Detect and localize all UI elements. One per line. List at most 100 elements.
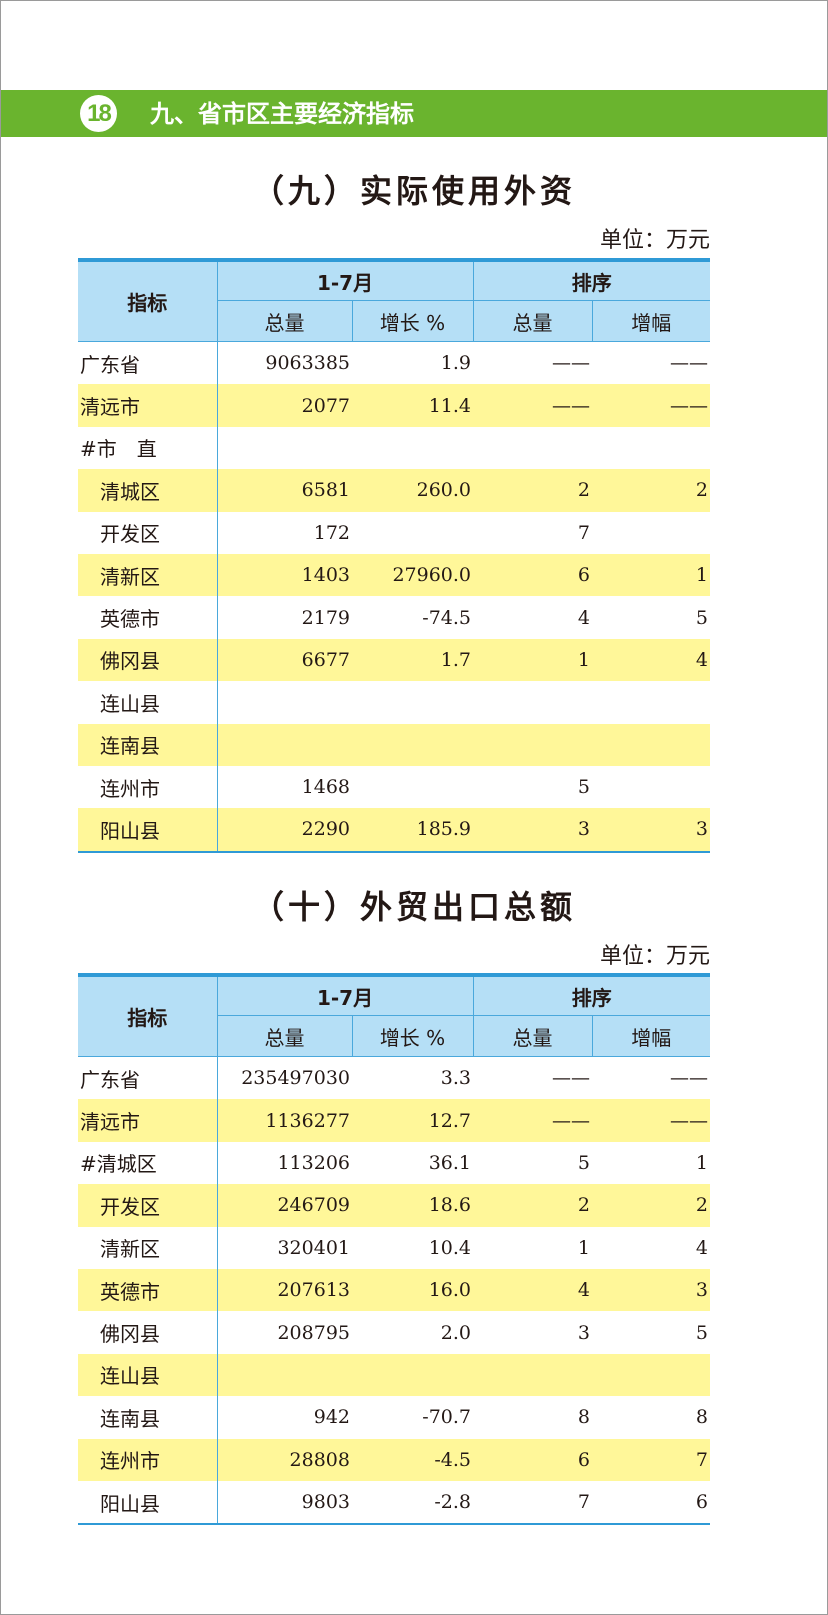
cell-rank-total: 2 bbox=[473, 1184, 593, 1227]
row-label: 开发区 bbox=[78, 511, 218, 554]
cell-total: 6581 bbox=[217, 469, 352, 512]
cell-rank-total: 8 bbox=[577, 1406, 591, 1429]
header-rank: 排序 bbox=[472, 258, 711, 301]
row-label: 清远市 bbox=[78, 384, 218, 427]
row-label: 清新区 bbox=[78, 1226, 218, 1269]
row-label: 阳山县 bbox=[78, 808, 218, 853]
cell-rank-total: 3 bbox=[473, 808, 593, 853]
cell-total: 320401 bbox=[277, 1236, 350, 1259]
cell-total: 2077 bbox=[217, 384, 352, 427]
row-label: 英德市 bbox=[78, 1268, 218, 1312]
cell-rank-growth: 4 bbox=[592, 638, 711, 682]
row-label: 广东省 bbox=[78, 1056, 218, 1100]
cell-rank-total: 5 bbox=[577, 776, 591, 799]
cell-rank-growth: 5 bbox=[695, 1321, 709, 1344]
row-label: 连州市 bbox=[78, 1438, 218, 1481]
row-label: 连南县 bbox=[78, 723, 218, 766]
table-row: 佛冈县 208795 2.0 3 5 bbox=[78, 1311, 710, 1354]
table-row: #清城区 113206 36.1 5 1 bbox=[78, 1141, 710, 1185]
cell-rank-total: —— bbox=[473, 384, 593, 427]
cell-rank-growth: 1 bbox=[592, 553, 711, 597]
cell-total: 1403 bbox=[217, 553, 352, 597]
cell-rank-growth bbox=[592, 427, 710, 469]
cell-growth bbox=[352, 427, 473, 469]
export-table: 指标 1-7月 排序 总量 增长 % 总量 增幅 广东省 235497030 3.3 —— —— 清远市… bbox=[78, 973, 711, 1526]
cell-growth: 12.7 bbox=[352, 1099, 474, 1142]
table-row: 清新区 320401 10.4 1 4 bbox=[78, 1226, 710, 1269]
fdi-table: 指标 1-7月 排序 总量 增长 % 总量 增幅 广东省 9063385 1.9 —— —— 清远市 20… bbox=[78, 258, 711, 853]
cell-rank-growth: 1 bbox=[695, 1151, 709, 1174]
cell-total bbox=[217, 681, 352, 723]
cell-total bbox=[217, 723, 352, 766]
header-rank: 排序 bbox=[472, 973, 711, 1016]
cell-growth: 27960.0 bbox=[352, 553, 474, 597]
cell-total: 172 bbox=[313, 521, 350, 544]
cell-growth: -74.5 bbox=[422, 606, 472, 629]
cell-rank-total: 6 bbox=[473, 1438, 593, 1481]
cell-rank-total: 1 bbox=[473, 638, 593, 682]
cell-growth: -4.5 bbox=[352, 1438, 474, 1481]
cell-rank-total: 1 bbox=[577, 1236, 591, 1259]
cell-total: 9803 bbox=[217, 1480, 352, 1526]
row-label: #市 直 bbox=[78, 426, 218, 470]
cell-growth bbox=[352, 681, 473, 723]
row-label: 英德市 bbox=[78, 596, 218, 639]
cell-rank-total: 5 bbox=[577, 1151, 591, 1174]
cell-total: 113206 bbox=[277, 1151, 350, 1174]
cell-rank-total bbox=[473, 723, 593, 766]
unit-label-export: 单位：万元 bbox=[599, 944, 710, 969]
cell-rank-total: —— bbox=[473, 1099, 593, 1142]
cell-rank-growth bbox=[592, 681, 710, 723]
cell-rank-growth: 3 bbox=[592, 1268, 711, 1312]
table-row: 清远市 1136277 12.7 —— —— bbox=[78, 1099, 711, 1142]
table-row: 连山县 bbox=[78, 681, 710, 724]
row-label: 连山县 bbox=[78, 1353, 218, 1397]
row-label: 连州市 bbox=[78, 765, 218, 809]
cell-rank-total: 4 bbox=[473, 1268, 593, 1312]
cell-total bbox=[217, 1353, 352, 1397]
cell-growth: 10.4 bbox=[428, 1236, 472, 1259]
cell-total bbox=[217, 427, 352, 469]
header-total: 总量 bbox=[217, 1015, 353, 1057]
cell-growth: 1.9 bbox=[440, 352, 472, 375]
cell-growth bbox=[352, 723, 474, 766]
cell-rank-total: 4 bbox=[577, 606, 591, 629]
cell-rank-growth: —— bbox=[670, 1067, 709, 1090]
table-row: 阳山县 9803 -2.8 7 6 bbox=[78, 1480, 711, 1526]
table-row: 开发区 172 7 bbox=[78, 511, 710, 554]
header-period: 1-7月 bbox=[216, 973, 474, 1016]
table-row: 广东省 9063385 1.9 —— —— bbox=[78, 341, 710, 385]
cell-rank-growth: 2 bbox=[592, 1184, 711, 1227]
row-label: 佛冈县 bbox=[78, 638, 218, 682]
cell-rank-growth: 3 bbox=[592, 808, 711, 853]
header-period: 1-7月 bbox=[216, 258, 474, 301]
table-row: 清新区 1403 27960.0 6 1 bbox=[78, 553, 711, 597]
row-label: 阳山县 bbox=[78, 1480, 218, 1526]
cell-rank-total: 2 bbox=[473, 469, 593, 512]
cell-growth: 260.0 bbox=[352, 469, 474, 512]
table-row: 清远市 2077 11.4 —— —— bbox=[78, 384, 711, 427]
table-row: 连南县 942 -70.7 8 8 bbox=[78, 1396, 710, 1439]
table-row: 开发区 246709 18.6 2 2 bbox=[78, 1184, 711, 1227]
table-row: 连州市 28808 -4.5 6 7 bbox=[78, 1438, 711, 1481]
row-label: 佛冈县 bbox=[78, 1311, 218, 1354]
table-row: 清城区 6581 260.0 2 2 bbox=[78, 469, 711, 512]
unit-label-fdi: 单位：万元 bbox=[599, 228, 710, 253]
cell-rank-total: 6 bbox=[473, 553, 593, 597]
cell-growth: 185.9 bbox=[352, 808, 474, 853]
cell-total: 207613 bbox=[217, 1268, 352, 1312]
cell-rank-growth: 7 bbox=[592, 1438, 711, 1481]
cell-growth: 3.3 bbox=[440, 1067, 472, 1090]
cell-growth bbox=[352, 512, 473, 554]
cell-rank-total: 3 bbox=[577, 1321, 591, 1344]
cell-growth: 18.6 bbox=[352, 1184, 474, 1227]
header-rank-growth: 增幅 bbox=[591, 300, 711, 342]
cell-rank-growth bbox=[592, 1353, 711, 1397]
cell-total: 1136277 bbox=[217, 1099, 352, 1142]
cell-rank-growth: 5 bbox=[695, 606, 709, 629]
cell-rank-total bbox=[473, 1353, 593, 1397]
header-rank-growth: 增幅 bbox=[591, 1015, 711, 1057]
cell-total: 235497030 bbox=[241, 1067, 350, 1090]
cell-rank-total: 7 bbox=[473, 1480, 593, 1526]
page-number-badge: 18 bbox=[80, 95, 117, 132]
